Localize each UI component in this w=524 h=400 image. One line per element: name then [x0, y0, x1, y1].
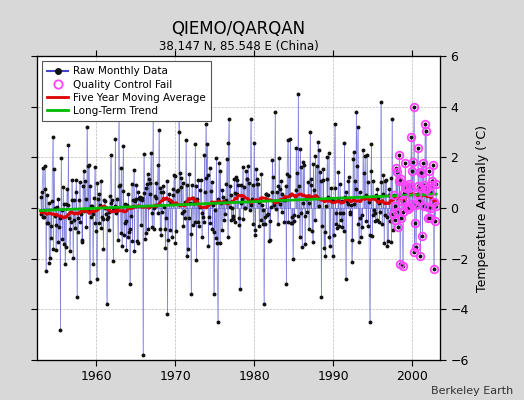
- Y-axis label: Temperature Anomaly (°C): Temperature Anomaly (°C): [476, 124, 489, 292]
- Text: Berkeley Earth: Berkeley Earth: [431, 386, 514, 396]
- Text: QIEMO/QARQAN: QIEMO/QARQAN: [171, 20, 305, 38]
- Text: 38.147 N, 85.548 E (China): 38.147 N, 85.548 E (China): [159, 40, 318, 53]
- Legend: Raw Monthly Data, Quality Control Fail, Five Year Moving Average, Long-Term Tren: Raw Monthly Data, Quality Control Fail, …: [42, 61, 211, 121]
